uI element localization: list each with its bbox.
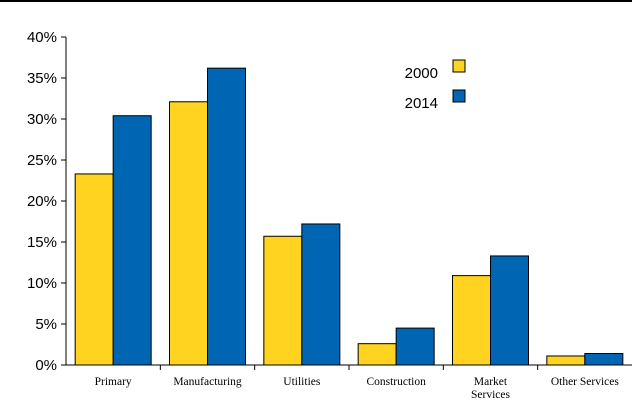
y-tick-label: 25% [27,152,57,169]
x-tick-label: Manufacturing [173,376,242,388]
x-tick-label: Services [471,389,510,401]
bar-2014-4 [491,256,529,365]
bar-2014-1 [208,68,246,365]
x-tick-label: Market [474,376,508,388]
x-axis: Primary Manufacturing Utilities Constructio… [66,365,632,401]
bar-2000-1 [170,102,208,365]
x-tick-label: Other Services [551,376,620,388]
bar-2000-3 [358,344,396,365]
y-tick-label: 15% [27,234,57,251]
y-tick-label: 10% [27,275,57,292]
legend-label-2014: 2014 [405,95,438,112]
y-tick-label: 35% [27,70,57,87]
y-tick-label: 40% [27,29,57,46]
bar-2000-5 [547,356,585,365]
bar-2000-4 [453,276,491,365]
x-tick-label: Construction [366,376,426,388]
legend-swatch-2000 [453,60,465,72]
y-tick-label: 0% [35,357,57,374]
y-tick-label: 20% [27,193,57,210]
legend-label-2000: 2000 [405,65,438,82]
y-axis: 0% 5% 10% 15% 20% 25% 30% 35% 40% [27,29,66,374]
legend: 2000 2014 [405,60,465,112]
bar-2000-0 [75,174,113,365]
bar-2014-3 [396,328,434,365]
y-tick-label: 30% [27,111,57,128]
bar-2014-5 [585,354,623,365]
legend-swatch-2014 [453,90,465,102]
bar-2014-0 [113,116,151,365]
x-tick-label: Primary [95,376,132,388]
x-tick-label: Utilities [283,376,321,388]
bar-2000-2 [264,236,302,365]
bar-2014-2 [302,224,340,365]
y-tick-label: 5% [35,316,57,333]
bars [75,68,623,365]
top-rule [0,0,632,2]
